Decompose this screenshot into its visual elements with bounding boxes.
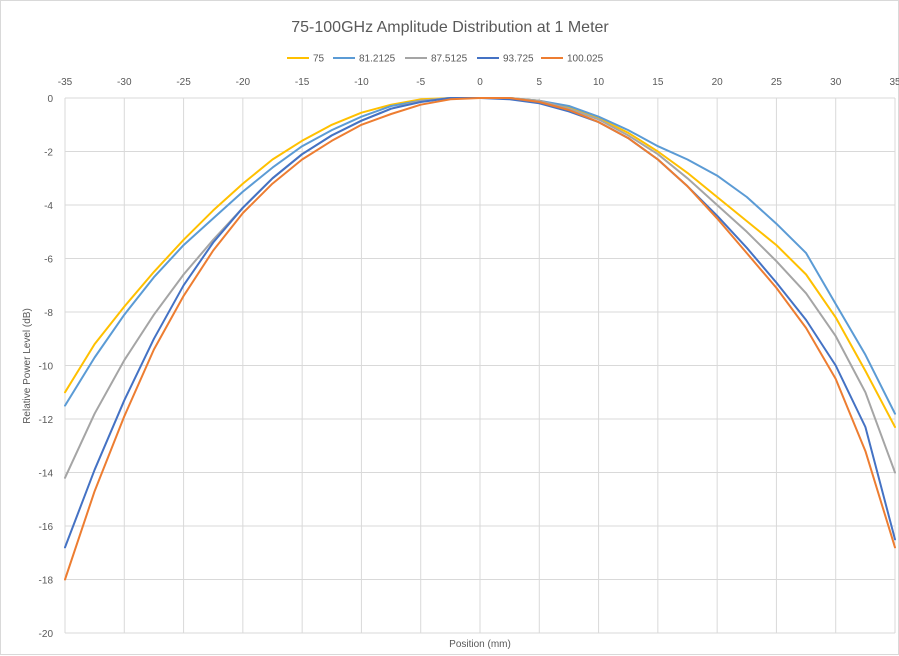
- x-tick-label: -20: [236, 77, 251, 88]
- x-tick-label: -5: [416, 77, 425, 88]
- y-tick-label: -20: [39, 629, 54, 640]
- x-tick-label: -25: [176, 77, 191, 88]
- y-tick-label: -8: [44, 308, 53, 319]
- y-tick-label: 0: [47, 94, 53, 105]
- legend-label: 100.025: [567, 54, 604, 65]
- legend-label: 81.2125: [359, 54, 396, 65]
- y-tick-label: -6: [44, 255, 53, 266]
- x-tick-label: 25: [771, 77, 783, 88]
- legend: 75 81.2125 87.5125 93.725 100.025: [287, 54, 604, 65]
- x-tick-label: -30: [117, 77, 132, 88]
- series-lines: [64, 97, 896, 581]
- y-tick-label: -16: [39, 522, 54, 533]
- legend-label: 93.725: [503, 54, 534, 65]
- legend-label: 87.5125: [431, 54, 468, 65]
- x-tick-label: 0: [477, 77, 483, 88]
- legend-label: 75: [313, 54, 325, 65]
- series-line-4: [64, 97, 896, 581]
- y-axis-title: Relative Power Level (dB): [22, 308, 33, 424]
- x-axis-ticks: -35 -30 -25 -20 -15 -10 -5 0 5 10 15 20 25 30 35: [58, 77, 899, 88]
- chart-title: 75-100GHz Amplitude Distribution at 1 Me…: [291, 19, 609, 36]
- y-axis-ticks: 0 -2 -4 -6 -8 -10 -12 -14 -16 -18 -20: [39, 94, 54, 640]
- x-tick-label: -35: [58, 77, 73, 88]
- grid-lines: [64, 97, 896, 634]
- y-tick-label: -18: [39, 576, 54, 587]
- y-tick-label: -14: [39, 469, 54, 480]
- x-tick-label: 5: [537, 77, 543, 88]
- y-tick-label: -2: [44, 148, 53, 159]
- y-tick-label: -10: [39, 362, 54, 373]
- x-tick-label: -15: [295, 77, 310, 88]
- x-tick-label: -10: [354, 77, 369, 88]
- x-tick-label: 20: [712, 77, 724, 88]
- y-tick-label: -4: [44, 201, 53, 212]
- x-tick-label: 30: [830, 77, 842, 88]
- y-tick-label: -12: [39, 415, 54, 426]
- x-tick-label: 15: [652, 77, 664, 88]
- x-axis-title: Position (mm): [449, 639, 511, 650]
- x-tick-label: 10: [593, 77, 605, 88]
- x-tick-label: 35: [889, 77, 899, 88]
